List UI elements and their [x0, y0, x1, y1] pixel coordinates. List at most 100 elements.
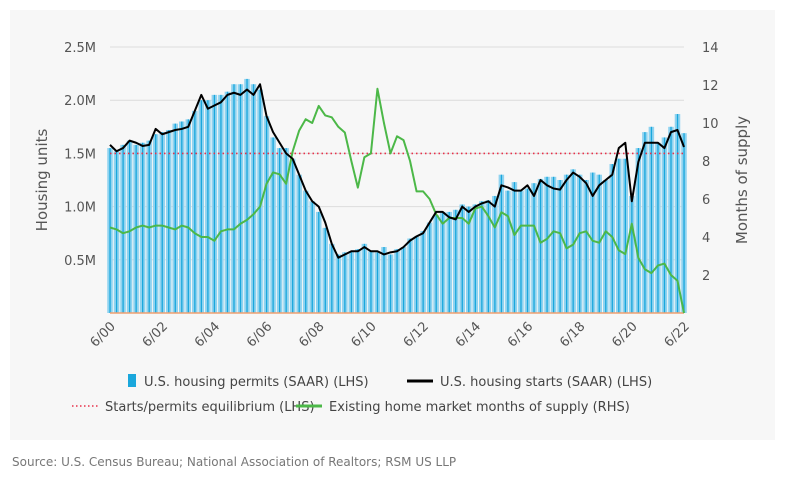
permits-bar-stripe — [396, 249, 398, 313]
permits-bar-stripe — [546, 176, 548, 313]
permits-bar-stripe — [318, 211, 320, 313]
permits-bar-stripe — [474, 204, 476, 313]
permits-bar-stripe — [194, 110, 196, 313]
permits-bar-stripe — [187, 119, 189, 314]
permits-bar-stripe — [174, 123, 176, 313]
source-note: Source: U.S. Census Bureau; National Ass… — [12, 455, 456, 469]
permits-bar-stripe — [455, 209, 457, 313]
permits-bar-stripe — [579, 174, 581, 313]
permits-bar-stripe — [539, 178, 542, 313]
permits-bar-stripe — [233, 84, 235, 314]
permits-bar-stripe — [448, 211, 450, 313]
y-axis-left: 0.5M 1.0M 1.5M 2.0M 2.5M — [64, 41, 96, 269]
permits-bar-stripe — [135, 144, 137, 313]
permits-bar-stripe — [370, 251, 372, 313]
permits-bar-stripe — [415, 236, 418, 313]
supply-line — [109, 87, 685, 314]
legend-label-permits: U.S. housing permits (SAAR) (LHS) — [144, 375, 369, 390]
permits-bar-stripe — [494, 195, 496, 313]
permits-bar-stripe — [520, 190, 522, 313]
y-left-tick-label: 1.5M — [64, 147, 96, 162]
permits-bar-stripe — [337, 254, 339, 313]
y-right-tick-label: 4 — [702, 231, 710, 246]
permits-bar-stripe — [572, 169, 574, 313]
permits-bar-stripe — [618, 158, 620, 313]
permits-bar-stripe — [226, 91, 229, 313]
permits-bar-stripe — [487, 200, 490, 313]
permits-bar-stripe — [220, 94, 222, 313]
permits-bar-stripe — [311, 201, 313, 313]
y-axis-left-title: Housing units — [33, 129, 51, 232]
permits-bar-stripe — [565, 174, 568, 313]
permits-bar-stripe — [239, 84, 242, 314]
permits-bar-stripe — [624, 158, 626, 313]
legend: U.S. housing permits (SAAR) (LHS) U.S. h… — [72, 374, 652, 415]
permits-bar-stripe — [200, 100, 203, 313]
permits-bar-stripe — [246, 78, 248, 313]
permits-bar-stripe — [559, 180, 561, 313]
permits-bar-stripe — [585, 180, 587, 313]
permits-bar-stripe — [422, 231, 424, 313]
permits-bar-stripe — [357, 249, 359, 313]
permits-bar-stripe — [331, 243, 333, 313]
permits-bar-stripe — [344, 252, 346, 313]
permits-bar-stripe — [637, 148, 640, 313]
permits-bar-stripe — [409, 238, 411, 313]
permits-bar-stripe — [363, 243, 366, 313]
permits-bar-stripe — [292, 158, 294, 313]
starts-line — [109, 83, 685, 259]
permits-bar-stripe — [376, 252, 379, 313]
permits-bar-stripe — [161, 132, 163, 313]
permits-bar-stripe — [181, 121, 183, 313]
permits-bar-stripe — [285, 148, 287, 313]
permits-bar-stripe — [526, 188, 529, 313]
permits-bar-stripe — [213, 94, 216, 313]
permits-bar-stripe — [500, 174, 503, 313]
permits-bar-stripe — [383, 247, 385, 313]
legend-label-supply: Existing home market months of supply (R… — [329, 400, 630, 415]
legend-label-equilibrium: Starts/permits equilibrium (LHS) — [105, 400, 315, 415]
permits-bar-stripe — [128, 140, 131, 313]
permits-bar-stripe — [265, 116, 268, 313]
y-left-tick-label: 1.0M — [64, 201, 96, 216]
y-left-tick-label: 0.5M — [64, 254, 96, 269]
permits-bar-stripe — [598, 174, 600, 313]
permits-bar-stripe — [252, 84, 255, 314]
permits-bar-stripe — [644, 132, 646, 313]
permits-bar-stripe — [605, 180, 607, 313]
y-right-tick-label: 2 — [702, 269, 710, 284]
permits-bar-stripe — [468, 206, 470, 313]
y-left-tick-label: 2.0M — [64, 94, 96, 109]
permits-bar-stripe — [657, 142, 659, 313]
permits-bar-stripe — [481, 201, 483, 313]
permits-bar-stripe — [122, 144, 124, 313]
permits-bar-stripe — [663, 137, 666, 313]
y-right-tick-label: 6 — [702, 193, 710, 208]
permits-bar-stripe — [442, 211, 444, 313]
permits-bar-stripe — [324, 227, 326, 313]
y-axis-right: 2 4 6 8 10 12 14 — [702, 41, 719, 284]
permits-bar-stripe — [631, 195, 633, 313]
permits-bar-stripe — [552, 176, 555, 313]
y-right-tick-label: 14 — [702, 41, 719, 56]
permits-bar-stripe — [142, 142, 144, 313]
y-right-tick-label: 10 — [702, 117, 719, 132]
permits-bar-stripe — [305, 190, 307, 313]
permits-bar-stripe — [298, 174, 300, 313]
permits-bar-stripe — [533, 183, 535, 313]
permits-bar-stripe — [207, 100, 209, 313]
y-right-tick-label: 8 — [702, 155, 710, 170]
permits-bar-stripe — [259, 89, 261, 313]
permits-bar-stripe — [683, 133, 685, 313]
permits-bar-stripe — [676, 114, 679, 313]
legend-swatch-permits — [128, 374, 136, 387]
permits-bar-stripe — [278, 148, 281, 313]
permits-bar-stripe — [389, 254, 392, 313]
permits-bar-stripe — [168, 129, 170, 313]
permits-bar-stripe — [350, 251, 353, 313]
permits-bar-stripe — [513, 182, 516, 313]
permits-bar-stripe — [272, 137, 274, 313]
permits-bar-stripe — [435, 215, 437, 313]
y-axis-right-title: Months of supply — [733, 116, 751, 244]
